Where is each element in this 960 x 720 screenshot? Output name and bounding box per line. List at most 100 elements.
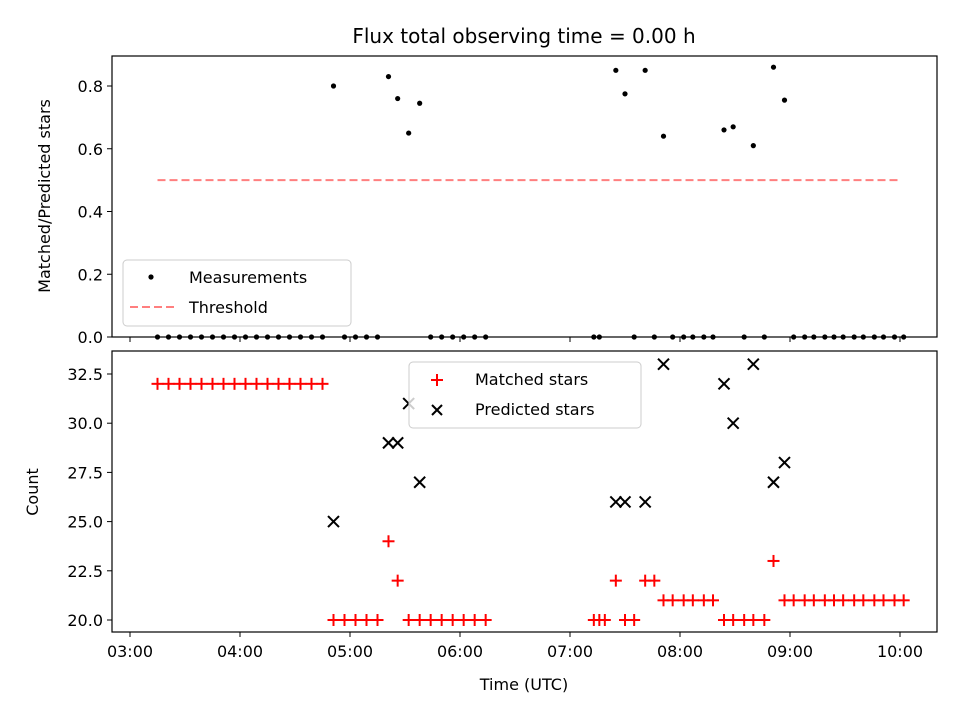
predicted-star-point bbox=[657, 357, 670, 371]
y-tick-label: 0.0 bbox=[78, 328, 103, 347]
top-y-ticks: 0.0 0.2 0.4 0.6 0.8 bbox=[78, 77, 112, 347]
bottom-y-ticks: 20.0 22.5 25.0 27.5 30.0 32.5 bbox=[67, 365, 112, 630]
bottom-y-axis-label: Count bbox=[23, 468, 42, 516]
matched-star-point bbox=[628, 614, 641, 626]
matched-star-point bbox=[173, 377, 186, 390]
matched-star-point bbox=[360, 614, 373, 626]
predicted-star-point bbox=[391, 436, 404, 450]
matched-star-point bbox=[727, 614, 740, 626]
matched-star-point bbox=[413, 614, 426, 626]
matched-star-point bbox=[382, 535, 395, 548]
measurement-point bbox=[613, 67, 619, 73]
y-tick-label: 0.4 bbox=[78, 203, 103, 222]
matched-star-point bbox=[206, 377, 219, 390]
legend-marker-predicted-stars bbox=[431, 404, 443, 416]
predicted-star-point bbox=[382, 436, 395, 450]
chart-title: Flux total observing time = 0.00 h bbox=[352, 24, 695, 48]
matched-star-point bbox=[648, 574, 661, 587]
y-tick-label: 22.5 bbox=[67, 562, 103, 581]
predicted-star-point bbox=[638, 495, 652, 509]
measurement-point bbox=[622, 91, 628, 97]
measurement-point bbox=[406, 130, 412, 136]
bottom-data-layer bbox=[151, 357, 910, 626]
measurement-point bbox=[642, 67, 648, 73]
y-tick-label: 30.0 bbox=[67, 414, 103, 433]
top-legend: Measurements Threshold bbox=[122, 259, 352, 327]
bottom-x-ticks: 03:00 04:00 05:00 06:00 07:00 08:00 09:00 10:00 bbox=[107, 632, 923, 661]
predicted-star-point bbox=[717, 377, 731, 391]
predicted-star-point bbox=[726, 416, 740, 430]
x-tick-label: 07:00 bbox=[547, 642, 593, 661]
measurement-point bbox=[330, 83, 337, 89]
legend-marker-measurements bbox=[148, 274, 154, 280]
matched-star-point bbox=[261, 377, 274, 390]
matched-star-point bbox=[195, 377, 208, 390]
top-legend-box bbox=[122, 259, 352, 327]
measurement-point bbox=[660, 133, 667, 139]
x-tick-label: 03:00 bbox=[107, 642, 153, 661]
matched-star-point bbox=[250, 377, 263, 390]
bottom-axes-frame bbox=[111, 350, 938, 633]
matched-star-point bbox=[457, 614, 470, 626]
matched-star-point bbox=[897, 594, 910, 607]
y-tick-label: 32.5 bbox=[67, 365, 103, 384]
y-tick-label: 0.6 bbox=[78, 140, 103, 159]
matched-star-point bbox=[758, 614, 771, 626]
predicted-star-point bbox=[327, 515, 340, 528]
legend-marker-matched-stars bbox=[431, 374, 443, 386]
matched-star-point bbox=[598, 614, 611, 626]
matched-star-point bbox=[807, 594, 820, 607]
matched-star-point bbox=[857, 594, 870, 607]
x-tick-label: 10:00 bbox=[877, 642, 923, 661]
matched-star-point bbox=[747, 614, 760, 626]
y-tick-label: 0.2 bbox=[78, 265, 103, 284]
predicted-star-point bbox=[778, 456, 791, 469]
matched-star-point bbox=[609, 574, 622, 587]
matched-star-point bbox=[283, 377, 296, 390]
x-tick-label: 08:00 bbox=[657, 642, 703, 661]
matched-star-point bbox=[666, 594, 679, 607]
matched-star-point bbox=[787, 594, 800, 607]
matched-star-point bbox=[391, 574, 404, 587]
matched-star-point bbox=[162, 377, 175, 390]
measurement-point bbox=[730, 124, 736, 130]
matched-star-point bbox=[316, 377, 329, 390]
y-tick-label: 20.0 bbox=[67, 611, 103, 630]
predicted-star-point bbox=[413, 476, 426, 489]
top-axes-frame bbox=[111, 55, 938, 338]
legend-label-predicted-stars: Predicted stars bbox=[475, 400, 595, 419]
x-tick-label: 09:00 bbox=[767, 642, 813, 661]
top-panel: 0.00.20.40.60.8 Matched/Predicted stars … bbox=[35, 55, 938, 347]
matched-star-point bbox=[479, 614, 492, 626]
matched-star-point bbox=[446, 614, 459, 626]
x-tick-label: 06:00 bbox=[437, 642, 483, 661]
measurement-point bbox=[750, 143, 756, 149]
y-tick-label: 27.5 bbox=[67, 463, 103, 482]
matched-star-point bbox=[228, 377, 241, 390]
matched-star-point bbox=[435, 614, 448, 626]
y-tick-label: 0.8 bbox=[78, 77, 103, 96]
top-y-axis-label: Matched/Predicted stars bbox=[35, 99, 54, 293]
matched-star-point bbox=[294, 377, 307, 390]
x-axis-label: Time (UTC) bbox=[479, 675, 568, 694]
predicted-star-point bbox=[747, 357, 760, 371]
measurement-point bbox=[781, 97, 788, 103]
matched-star-point bbox=[272, 377, 285, 390]
legend-label-threshold: Threshold bbox=[188, 298, 268, 317]
bottom-panel: 03:00 04:00 05:00 06:00 07:00 08:00 09:00 10:00… bbox=[23, 350, 938, 694]
measurement-point bbox=[385, 73, 392, 80]
matched-star-point bbox=[877, 594, 890, 607]
matched-star-point bbox=[402, 614, 415, 626]
bottom-legend-box bbox=[408, 361, 642, 429]
legend-label-matched-stars: Matched stars bbox=[475, 370, 588, 389]
matched-star-point bbox=[327, 614, 340, 626]
measurement-point bbox=[417, 100, 423, 106]
matched-star-point bbox=[424, 614, 437, 626]
predicted-star-point bbox=[767, 476, 780, 489]
matched-star-point bbox=[184, 377, 197, 390]
matched-star-point bbox=[151, 377, 164, 390]
predicted-star-point bbox=[609, 495, 623, 509]
matched-star-point bbox=[349, 614, 362, 626]
